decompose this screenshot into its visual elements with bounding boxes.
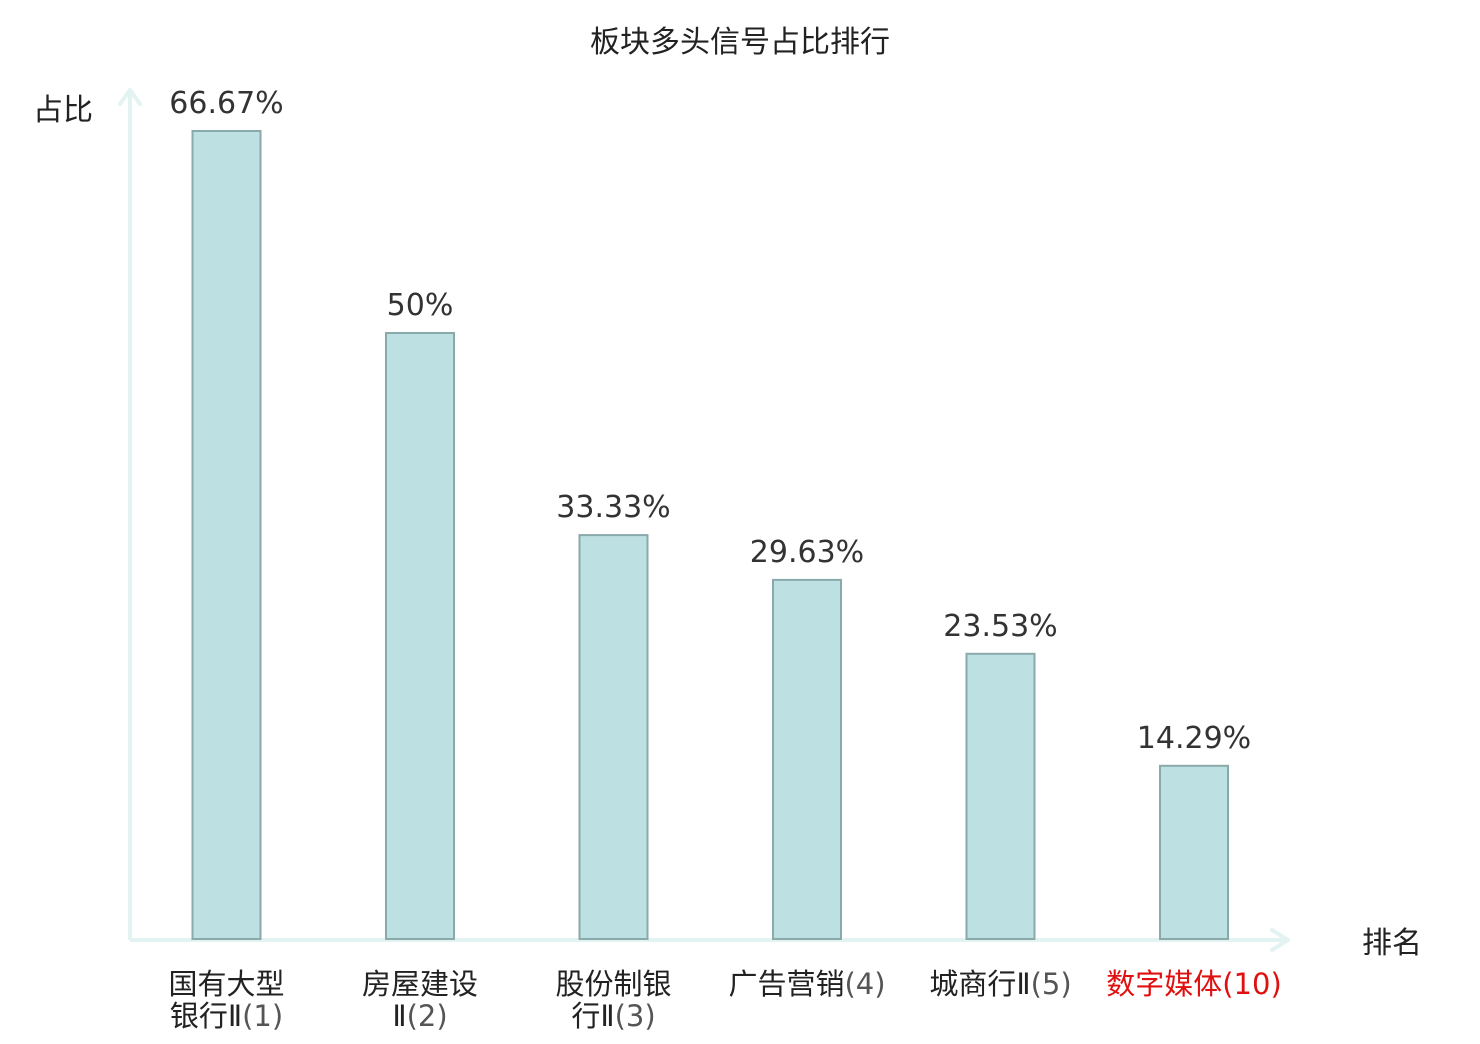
category-label: 行Ⅱ(3) bbox=[571, 999, 655, 1033]
category-rank: (4) bbox=[844, 967, 885, 1001]
value-labels-layer: 66.67% 50% 33.33% 29.63% 23.53% 14.29% bbox=[169, 86, 1251, 756]
bars-layer bbox=[191, 130, 1229, 941]
category-label: 银行Ⅱ(1) bbox=[170, 999, 283, 1033]
category-name: 银行Ⅱ bbox=[170, 999, 242, 1033]
bar-value-label: 23.53% bbox=[943, 609, 1057, 644]
category-name: 行Ⅱ bbox=[571, 999, 614, 1033]
bar-value-label: 66.67% bbox=[169, 86, 283, 121]
category-name: 房屋建设 bbox=[362, 967, 478, 1001]
x-axis-label: 排名 bbox=[1362, 926, 1422, 961]
bar-value-label: 14.29% bbox=[1137, 721, 1251, 756]
category-name: 城商行Ⅱ bbox=[929, 967, 1030, 1001]
category-name: 广告营销 bbox=[728, 967, 844, 1001]
category-label: 股份制银 bbox=[555, 967, 671, 1001]
category-rank: (2) bbox=[407, 999, 448, 1033]
category-label: 国有大型 bbox=[168, 967, 284, 1001]
chart-title: 板块多头信号占比排行 bbox=[590, 25, 890, 60]
bar-value-label: 29.63% bbox=[750, 535, 864, 570]
category-rank: (1) bbox=[242, 999, 283, 1033]
category-rank: (3) bbox=[615, 999, 656, 1033]
category-rank: (5) bbox=[1031, 967, 1072, 1001]
bar bbox=[965, 652, 1036, 940]
category-name: 股份制银 bbox=[555, 967, 671, 1001]
y-axis-label: 占比 bbox=[33, 93, 93, 128]
category-label: Ⅱ(2) bbox=[392, 999, 447, 1033]
bar bbox=[1159, 764, 1229, 940]
category-name: Ⅱ bbox=[392, 999, 406, 1033]
category-name: 数字媒体 bbox=[1106, 967, 1222, 1001]
category-name: 国有大型 bbox=[168, 967, 284, 1001]
category-label: 房屋建设 bbox=[362, 967, 478, 1001]
x-axis-arrow bbox=[1270, 928, 1290, 952]
bar bbox=[578, 534, 649, 940]
axes bbox=[118, 88, 1290, 952]
y-axis-arrow bbox=[118, 88, 142, 106]
category-label: 广告营销(4) bbox=[728, 967, 885, 1001]
bar-value-label: 50% bbox=[387, 288, 454, 323]
category-label: 城商行Ⅱ(5) bbox=[929, 967, 1071, 1001]
bar bbox=[772, 578, 842, 941]
bar bbox=[191, 130, 262, 940]
bar-value-label: 33.33% bbox=[556, 490, 670, 525]
bar bbox=[385, 332, 455, 940]
category-label: 数字媒体(10) bbox=[1106, 967, 1282, 1001]
category-rank: (10) bbox=[1222, 967, 1282, 1001]
